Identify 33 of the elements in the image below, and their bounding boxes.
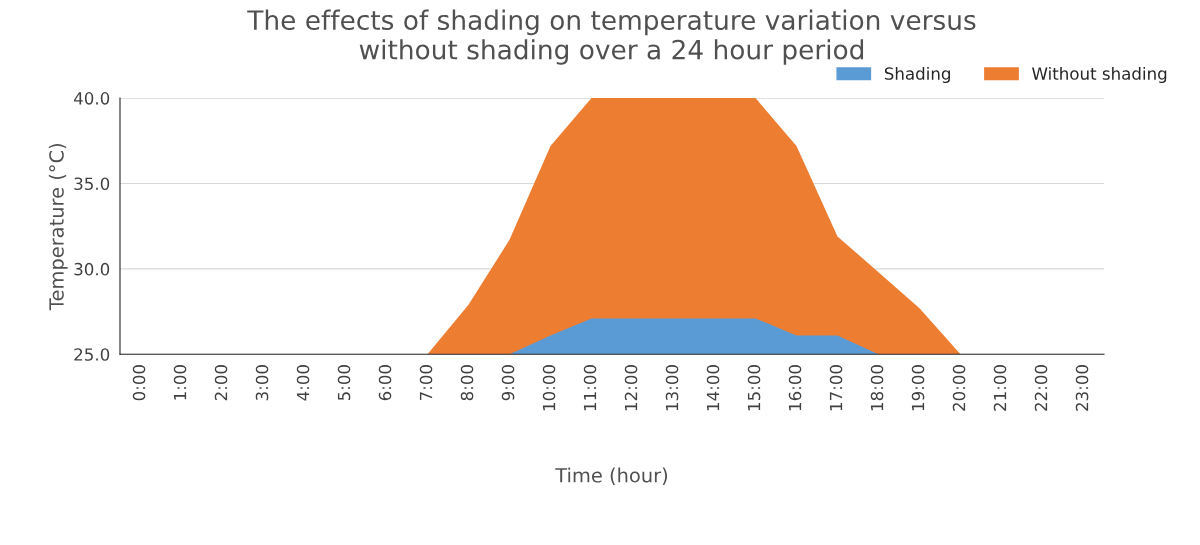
x-tick-label: 13:00 [665, 365, 679, 411]
x-tick-label: 4:00 [296, 365, 310, 401]
x-tick-label: 17:00 [829, 365, 843, 411]
x-tick-label: 8:00 [460, 365, 474, 401]
x-tick-label: 6:00 [378, 365, 392, 401]
y-tick-label: 40.0 [73, 92, 110, 105]
chart-title: The effects of shading on temperature variation versus without shading over a 24 hour period [247, 9, 976, 65]
x-tick-label: 2:00 [214, 365, 228, 401]
y-tick-label: 35.0 [74, 177, 110, 191]
x-tick-label: 1:00 [173, 365, 187, 400]
x-tick-label: 15:00 [747, 365, 761, 411]
x-tick-label: 20:00 [952, 365, 966, 411]
x-tick-label: 21:00 [993, 365, 1007, 411]
x-tick-label: 5:00 [337, 365, 351, 401]
x-tick-label: 23:00 [1075, 365, 1089, 411]
x-axis-title: Time (hour) [555, 467, 668, 485]
x-tick-label: 12:00 [624, 365, 638, 411]
x-tick-label: 10:00 [542, 365, 556, 411]
x-tick-label: 19:00 [911, 365, 925, 411]
x-tick-label: 14:00 [706, 365, 720, 411]
legend-label: Shading [884, 66, 950, 84]
x-tick-label: 0:00 [132, 365, 146, 401]
x-tick-label: 3:00 [255, 365, 269, 401]
x-tick-label: 16:00 [788, 365, 802, 411]
x-tick-label: 7:00 [419, 365, 433, 401]
x-tick-label: 9:00 [501, 365, 515, 401]
y-axis-title: Temperature (°C) [48, 143, 68, 311]
x-tick-label: 11:00 [583, 365, 597, 411]
y-tick-label: 25.0 [74, 348, 110, 361]
legend-label: Without shading [1032, 66, 1167, 84]
x-tick-label: 18:00 [870, 365, 884, 411]
y-tick-label: 30.0 [74, 262, 110, 276]
x-tick-label: 22:00 [1034, 365, 1048, 411]
